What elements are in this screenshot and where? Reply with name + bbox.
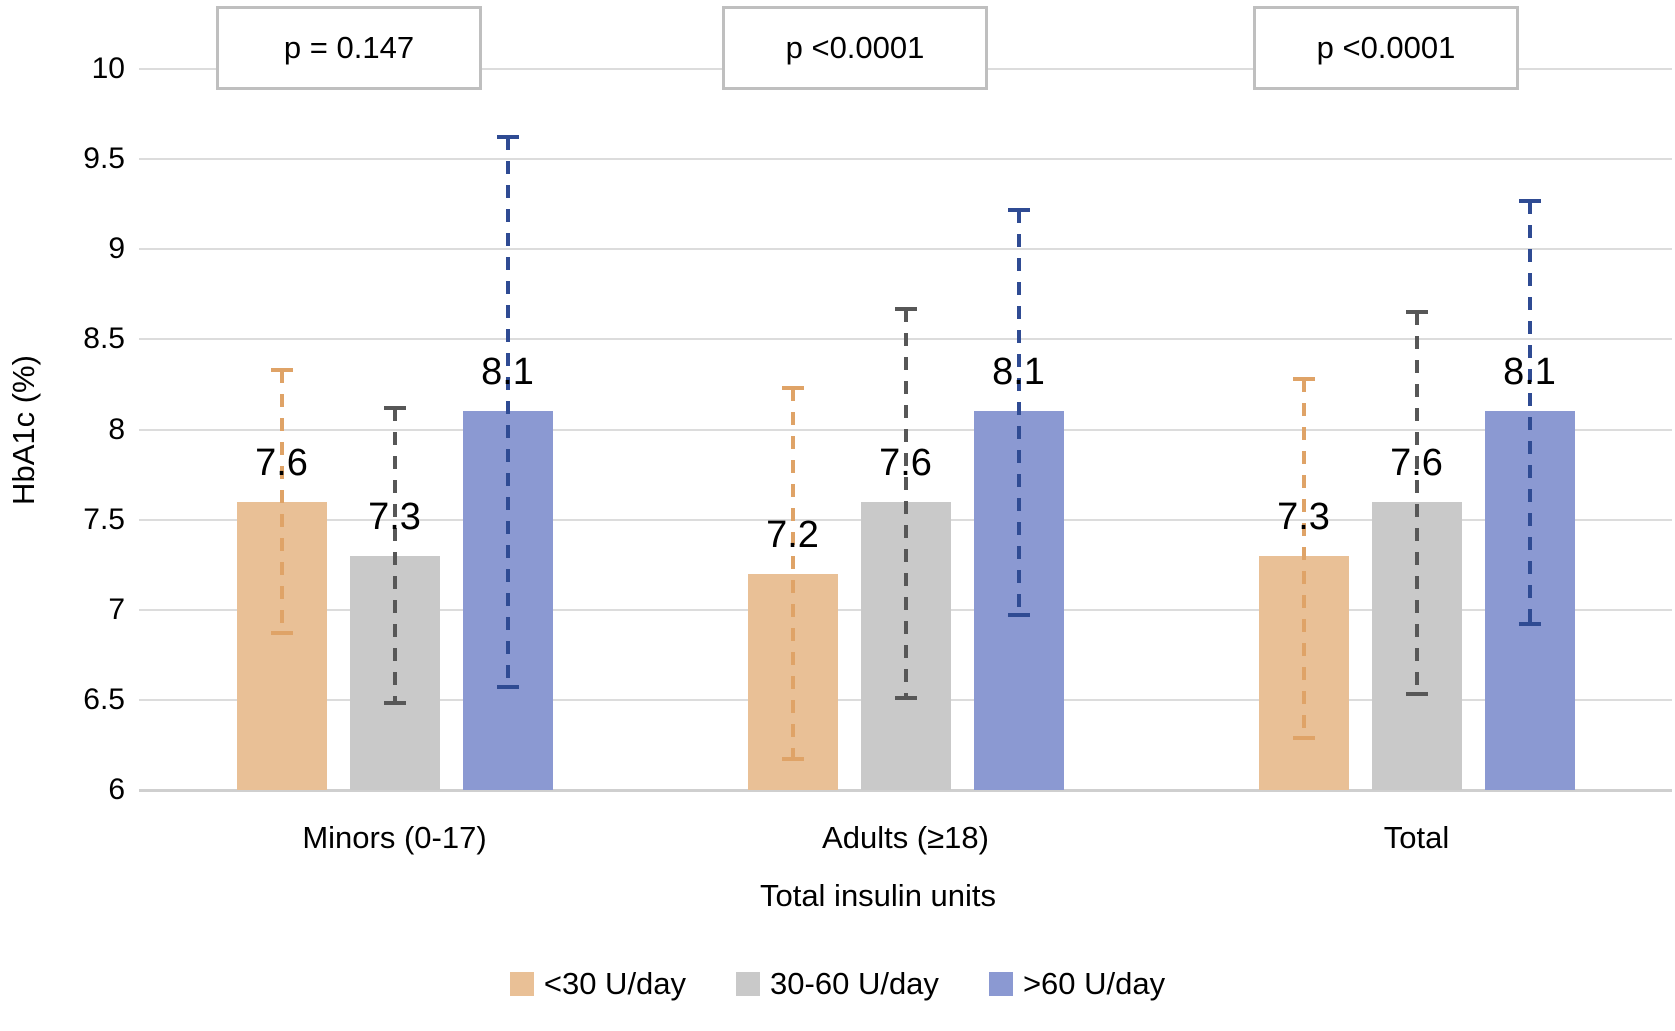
legend-swatch-icon	[988, 972, 1013, 996]
category-label: Adults (≥18)	[822, 820, 989, 855]
error-bar-bottom-cap	[894, 696, 917, 701]
bar-value-label: 7.2	[766, 513, 819, 556]
error-bar	[1414, 312, 1419, 695]
y-tick-label: 8	[108, 412, 125, 446]
error-bar-bottom-cap	[1518, 622, 1541, 627]
legend-item: <30 U/day	[509, 966, 687, 1002]
error-bar	[392, 407, 397, 704]
error-bar	[1527, 200, 1532, 625]
bar-value-label: 8.1	[481, 351, 534, 394]
y-tick-label: 10	[91, 52, 125, 85]
p-value-box: p = 0.147	[216, 6, 482, 90]
error-bar	[1016, 209, 1021, 616]
p-value-box: p <0.0001	[1253, 6, 1519, 90]
p-value-box: p <0.0001	[722, 6, 988, 90]
x-axis-title: Total insulin units	[759, 878, 997, 913]
y-tick-label: 6.5	[83, 682, 125, 716]
y-tick-label: 8.5	[83, 322, 125, 356]
error-bar-bottom-cap	[1007, 613, 1030, 618]
bar-value-label: 7.6	[1390, 441, 1443, 484]
error-bar-top-cap	[383, 405, 406, 410]
error-bar	[1301, 379, 1306, 738]
error-bar	[279, 370, 284, 634]
legend-item: >60 U/day	[988, 966, 1166, 1002]
gridline	[139, 248, 1672, 251]
bar-value-label: 7.3	[368, 495, 421, 538]
error-bar-top-cap	[270, 368, 293, 373]
legend-swatch-icon	[736, 972, 761, 996]
category-label: Total	[1383, 820, 1450, 855]
error-bar	[505, 137, 510, 688]
bar-value-label: 8.1	[1503, 351, 1556, 394]
legend-label: <30 U/day	[543, 966, 687, 1001]
error-bar-bottom-cap	[383, 701, 406, 706]
error-bar-bottom-cap	[496, 685, 519, 690]
bar-value-label: 8.1	[992, 351, 1045, 394]
error-bar-top-cap	[894, 306, 917, 311]
error-bar-bottom-cap	[1292, 735, 1315, 740]
y-tick-label: 7.5	[83, 502, 125, 536]
error-bar-top-cap	[1007, 207, 1030, 212]
legend-label: 30-60 U/day	[770, 966, 939, 1001]
error-bar-top-cap	[1292, 377, 1315, 382]
error-bar-top-cap	[781, 386, 804, 391]
error-bar	[790, 388, 795, 760]
y-tick-label: 9.5	[83, 142, 125, 176]
legend: <30 U/day 30-60 U/day >60 U/day	[0, 966, 1675, 1002]
bar-value-label: 7.3	[1277, 495, 1330, 538]
y-tick-label: 9	[108, 232, 125, 266]
y-tick-label: 6	[108, 773, 125, 806]
error-bar-top-cap	[1518, 198, 1541, 203]
y-tick-label: 7	[108, 592, 125, 626]
legend-item: 30-60 U/day	[736, 966, 939, 1002]
bar-value-label: 7.6	[255, 441, 308, 484]
legend-label: >60 U/day	[1022, 966, 1166, 1001]
legend-swatch-icon	[509, 972, 534, 996]
category-label: Minors (0-17)	[302, 820, 487, 855]
error-bar-bottom-cap	[781, 757, 804, 762]
bar-value-label: 7.6	[879, 441, 932, 484]
error-bar-bottom-cap	[270, 631, 293, 636]
error-bar-top-cap	[1405, 310, 1428, 315]
gridline	[139, 158, 1672, 161]
error-bar	[903, 308, 908, 699]
x-axis-line	[139, 789, 1672, 792]
y-axis-title: HbA1c (%)	[6, 355, 41, 505]
error-bar-bottom-cap	[1405, 692, 1428, 697]
error-bar-top-cap	[496, 135, 519, 140]
